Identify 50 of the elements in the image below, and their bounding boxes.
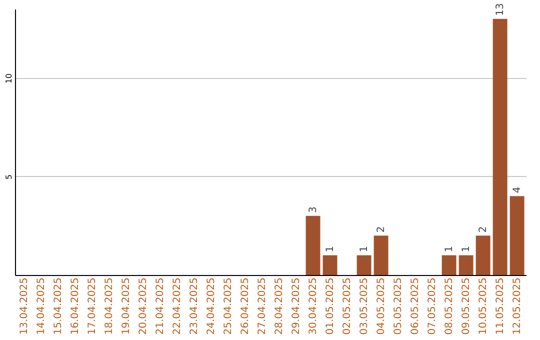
- bar: [458, 255, 474, 275]
- bar: [492, 18, 508, 275]
- x-tick-label: 26.04.2025: [240, 278, 251, 335]
- x-tick-label: 06.05.2025: [410, 278, 422, 335]
- x-tick-label: 01.05.2025: [325, 278, 336, 335]
- x-tick-label: 07.05.2025: [427, 278, 438, 335]
- bar: [374, 236, 388, 275]
- x-tick-label: 25.04.2025: [222, 278, 234, 335]
- bar: [322, 255, 338, 275]
- x-tick-label: 24.04.2025: [206, 278, 217, 335]
- data-label: 2: [376, 226, 388, 233]
- x-tick-label: 30.04.2025: [308, 278, 320, 335]
- x-tick-label: 09.05.2025: [461, 278, 472, 335]
- x-tick-label: 19.04.2025: [120, 278, 132, 335]
- x-tick-label: 28.04.2025: [274, 278, 286, 335]
- data-label: 2: [478, 226, 490, 233]
- y-tick-label: 5: [4, 174, 14, 180]
- x-tick-label: 16.04.2025: [70, 278, 81, 335]
- x-tick-label: 04.05.2025: [376, 278, 388, 335]
- x-tick-label: 02.05.2025: [342, 278, 354, 335]
- x-tick-label: 14.04.2025: [36, 278, 47, 335]
- x-tick-label: 10.05.2025: [478, 278, 490, 335]
- data-label: 3: [308, 206, 320, 213]
- data-label: 1: [444, 246, 456, 252]
- x-tick-label: 23.04.2025: [188, 278, 200, 335]
- data-label: 1: [461, 246, 472, 252]
- bar: [306, 216, 320, 275]
- bar: [356, 255, 372, 275]
- x-tick-label: 27.04.2025: [256, 278, 268, 335]
- bar: [442, 255, 456, 275]
- data-label: 13: [495, 3, 506, 16]
- x-tick-label: 29.04.2025: [291, 278, 302, 335]
- data-label: 1: [325, 246, 336, 252]
- x-tick-label: 08.05.2025: [444, 278, 456, 335]
- x-tick-label: 22.04.2025: [172, 278, 183, 335]
- x-tick-label: 20.04.2025: [138, 278, 149, 335]
- data-label: 4: [512, 186, 524, 194]
- y-tick-label: 10: [4, 73, 14, 84]
- bar: [510, 196, 524, 275]
- x-tick-label: 03.05.2025: [359, 278, 370, 335]
- x-tick-label: 18.04.2025: [104, 278, 115, 335]
- x-tick-label: 11.05.2025: [495, 278, 506, 335]
- x-tick-label: 05.05.2025: [393, 278, 404, 335]
- x-tick-label: 13.04.2025: [18, 278, 30, 335]
- x-tick-label: 12.05.2025: [512, 278, 524, 335]
- bar: [476, 236, 490, 275]
- x-tick-label: 17.04.2025: [86, 278, 98, 335]
- x-tick-label: 21.04.2025: [154, 278, 166, 335]
- data-label: 1: [359, 246, 370, 252]
- x-tick-label: 15.04.2025: [52, 278, 64, 335]
